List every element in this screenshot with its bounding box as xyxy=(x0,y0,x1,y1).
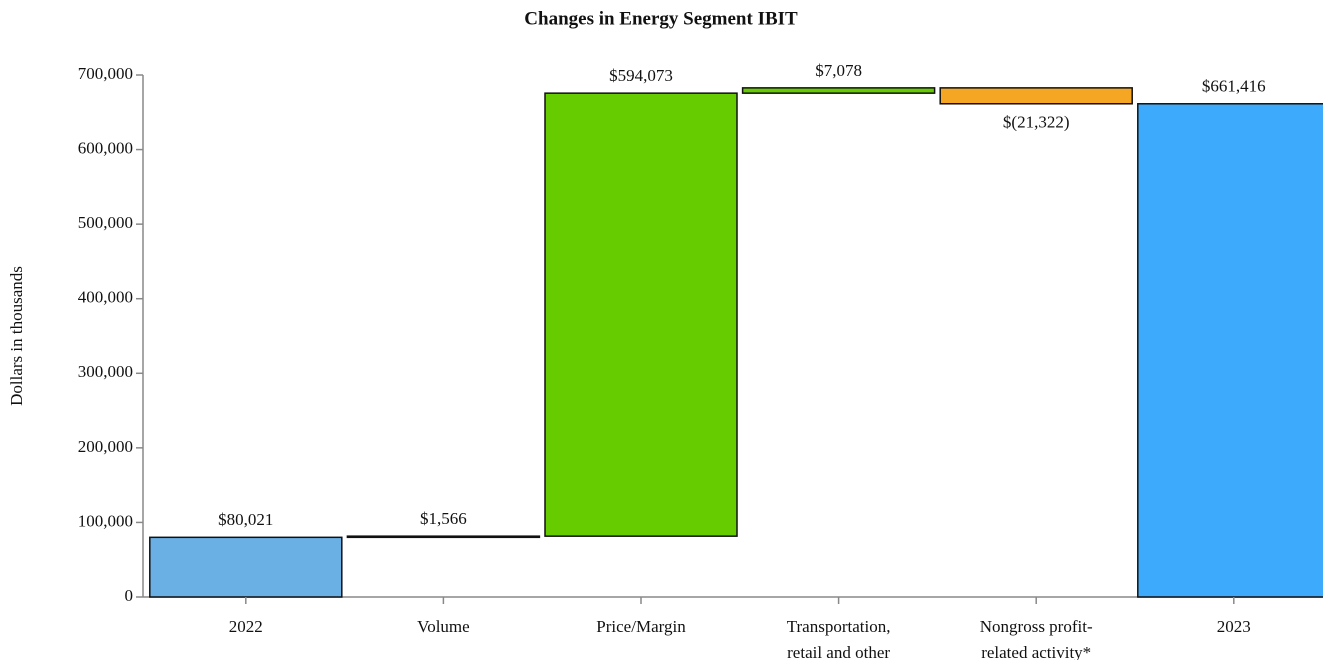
x-tick-label: 2023 xyxy=(1217,617,1251,636)
x-tick-label: Nongross profit- xyxy=(980,617,1093,636)
x-tick-label: 2022 xyxy=(229,617,263,636)
bar xyxy=(346,535,541,539)
y-tick-label: 700,000 xyxy=(78,64,133,83)
bar xyxy=(1137,103,1323,598)
value-label: $594,073 xyxy=(609,66,673,85)
x-tick-label: Price/Margin xyxy=(596,617,686,636)
chart-title: Changes in Energy Segment IBIT xyxy=(524,8,798,29)
bar xyxy=(149,536,343,598)
y-tick-label: 500,000 xyxy=(78,213,133,232)
value-label: $80,021 xyxy=(218,510,273,529)
y-tick-label: 0 xyxy=(125,586,134,605)
x-tick-label: Transportation, xyxy=(787,617,891,636)
y-tick-label: 300,000 xyxy=(78,362,133,381)
value-label: $1,566 xyxy=(420,509,467,528)
x-tick-label: Volume xyxy=(417,617,470,636)
y-tick-label: 400,000 xyxy=(78,288,133,307)
bar xyxy=(544,92,738,537)
value-label: $7,078 xyxy=(815,61,862,80)
y-tick-label: 600,000 xyxy=(78,138,133,157)
y-axis-label: Dollars in thousands xyxy=(7,266,26,406)
y-tick-label: 200,000 xyxy=(78,437,133,456)
x-tick-label: retail and other xyxy=(787,643,890,660)
value-label: $(21,322) xyxy=(1003,113,1070,132)
value-label: $661,416 xyxy=(1202,77,1266,96)
x-tick-label: related activity* xyxy=(981,643,1091,660)
bar xyxy=(741,87,936,94)
bar xyxy=(939,87,1133,105)
y-tick-label: 100,000 xyxy=(78,511,133,530)
